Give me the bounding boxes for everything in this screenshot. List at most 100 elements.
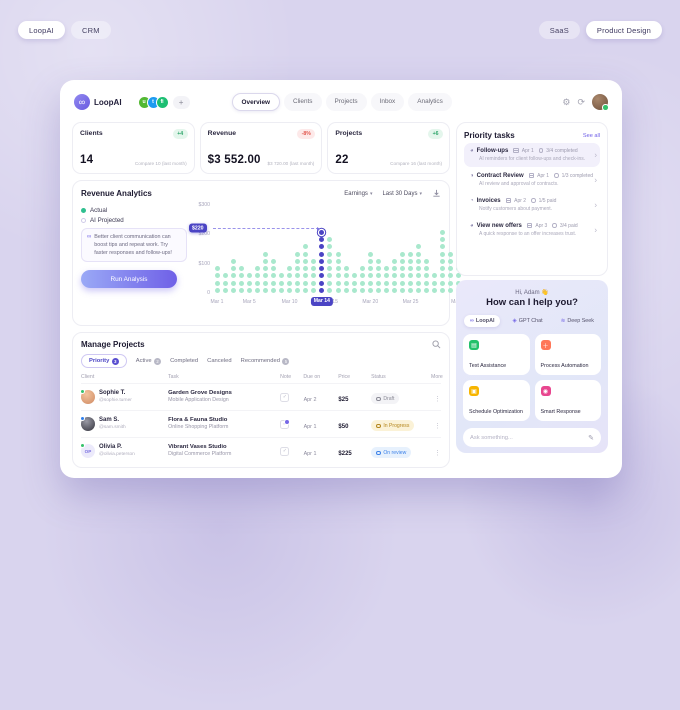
table-row[interactable]: OP Olivia P. @olivia.peterson Vibrant Va…: [79, 437, 441, 464]
earnings-filter-dropdown[interactable]: Earnings ▾: [344, 190, 373, 197]
task-item[interactable]: ◑ Contract Review Apr 1 1/3 completed AI…: [470, 172, 597, 188]
tab-completed[interactable]: Completed: [170, 358, 199, 364]
chart-dot: [416, 280, 422, 286]
tab-analytics[interactable]: Analytics: [408, 93, 452, 111]
client-handle: @sophie.turner: [99, 397, 132, 403]
chart-dot: [440, 273, 446, 279]
note-icon[interactable]: ✓: [280, 392, 290, 402]
tag-saas[interactable]: SaaS: [538, 21, 580, 39]
run-analysis-button[interactable]: Run Analysis: [81, 270, 177, 289]
chevron-right-icon[interactable]: ›: [594, 175, 597, 185]
calendar-icon: [526, 223, 533, 228]
progress-ring-icon: [552, 223, 557, 228]
chart-dot: [367, 258, 373, 264]
chart-dot: [262, 258, 268, 264]
loop-logo-icon: ∞: [470, 318, 474, 324]
search-icon[interactable]: [432, 340, 441, 349]
pen-icon[interactable]: ✎: [588, 434, 594, 442]
projects-title: Manage Projects: [81, 340, 145, 349]
fiverr-icon[interactable]: fi: [155, 95, 169, 109]
chart-dot: [303, 244, 309, 250]
card-text-assistance[interactable]: ▤ Text Assistance: [463, 334, 530, 375]
more-menu-icon[interactable]: ⋮: [434, 450, 441, 457]
card-smart-response[interactable]: ◉ Smart Response: [534, 380, 601, 421]
gear-icon[interactable]: ⚙: [562, 96, 571, 107]
chart-dot-highlight: [319, 280, 325, 286]
task-item[interactable]: ◕ View new offers Apr 3 3/4 paid A quick…: [470, 222, 597, 238]
stat-delta-badge: +6: [428, 129, 444, 139]
chart-dot: [408, 266, 414, 272]
tab-overview[interactable]: Overview: [231, 93, 280, 111]
tab-priority[interactable]: Priority 3: [81, 354, 127, 368]
y-axis-tick: $200: [198, 231, 210, 238]
chart-dot: [254, 266, 260, 272]
page-tags-right: SaaS Product Design: [538, 21, 662, 39]
tag-product-design[interactable]: Product Design: [585, 21, 662, 39]
user-avatar[interactable]: [592, 94, 609, 111]
deepseek-icon: ≋: [560, 318, 566, 324]
note-icon[interactable]: ✓: [280, 418, 291, 429]
tag-crm[interactable]: CRM: [70, 21, 111, 39]
export-icon[interactable]: [432, 189, 441, 198]
table-row[interactable]: Sophie T. @sophie.turner Garden Grove De…: [79, 383, 441, 410]
chevron-right-icon[interactable]: ›: [594, 200, 597, 210]
chart-dot: [254, 280, 260, 286]
note-icon[interactable]: ✓: [280, 446, 290, 456]
tag-loopai[interactable]: LoopAI: [18, 21, 65, 39]
ask-input[interactable]: [470, 434, 589, 441]
chevron-right-icon[interactable]: ›: [594, 225, 597, 235]
chart-dot: [448, 266, 454, 272]
tab-clients[interactable]: Clients: [283, 93, 322, 111]
see-all-link[interactable]: See all: [582, 132, 600, 139]
chart-dot: [287, 266, 293, 272]
range-filter-dropdown[interactable]: Last 30 Days ▾: [382, 190, 422, 197]
chart-dot: [456, 273, 462, 279]
price: $50: [338, 424, 349, 430]
chart-dot: [367, 288, 373, 293]
tab-projects[interactable]: Projects: [325, 93, 367, 111]
status-badge: Draft: [371, 393, 400, 405]
chart-dot: [375, 288, 381, 293]
card-schedule-optimization[interactable]: ▣ Schedule Optimization: [463, 380, 530, 421]
chart-dot-highlight: [319, 229, 325, 235]
chart-dot-highlight: [319, 236, 325, 242]
chevron-down-icon: ▾: [419, 190, 422, 197]
progress-circle-icon: ◑: [470, 172, 474, 179]
refresh-icon[interactable]: ⟳: [577, 96, 585, 107]
brand-name: LoopAI: [94, 97, 122, 107]
more-menu-icon[interactable]: ⋮: [434, 423, 441, 430]
tab-recommended[interactable]: Recommended 5: [241, 357, 290, 365]
priority-tasks-panel: Priority tasks See all ◕ Follow-ups Apr …: [456, 122, 608, 276]
calendar-icon: [513, 148, 519, 153]
tab-deep-seek[interactable]: ≋ Deep Seek: [560, 318, 594, 324]
chart-dot: [214, 266, 220, 272]
chart-dot: [222, 288, 228, 293]
chart-dot: [270, 280, 276, 286]
chart-dot: [311, 266, 317, 272]
tab-canceled[interactable]: Canceled: [207, 358, 232, 364]
chart-dot: [440, 251, 446, 257]
y-axis-tick: 0: [207, 290, 210, 296]
chart-plot[interactable]: [213, 205, 463, 293]
tab-badge: 2: [154, 357, 162, 365]
chart-dot: [400, 266, 406, 272]
add-integration-button[interactable]: +: [172, 95, 190, 109]
calendar-icon: [505, 198, 512, 203]
task-item[interactable]: ◔ Invoices Apr 2 1/5 paid Notify custome…: [470, 197, 597, 213]
tab-active[interactable]: Active 2: [136, 357, 162, 365]
more-menu-icon[interactable]: ⋮: [434, 396, 441, 403]
chart-dot: [351, 288, 357, 293]
chevron-right-icon[interactable]: ›: [594, 150, 597, 160]
tab-inbox[interactable]: Inbox: [370, 93, 405, 111]
chart-dot: [230, 288, 236, 293]
stat-value: $3 552.00: [207, 154, 261, 166]
chart-dot: [440, 236, 446, 242]
card-process-automation[interactable]: ＋ Process Automation: [534, 334, 601, 375]
y-axis-tick: $100: [198, 260, 210, 267]
tab-loopai-model[interactable]: ∞ LoopAI: [464, 315, 501, 327]
chart-dot: [440, 258, 446, 264]
table-row[interactable]: Sam S. @sam.smith Flora & Fauna Studio O…: [79, 410, 441, 437]
task-item[interactable]: ◕ Follow-ups Apr 1 3/4 completed AI remi…: [464, 143, 600, 167]
tab-gpt-chat[interactable]: ◈ GPT Chat: [512, 318, 543, 324]
